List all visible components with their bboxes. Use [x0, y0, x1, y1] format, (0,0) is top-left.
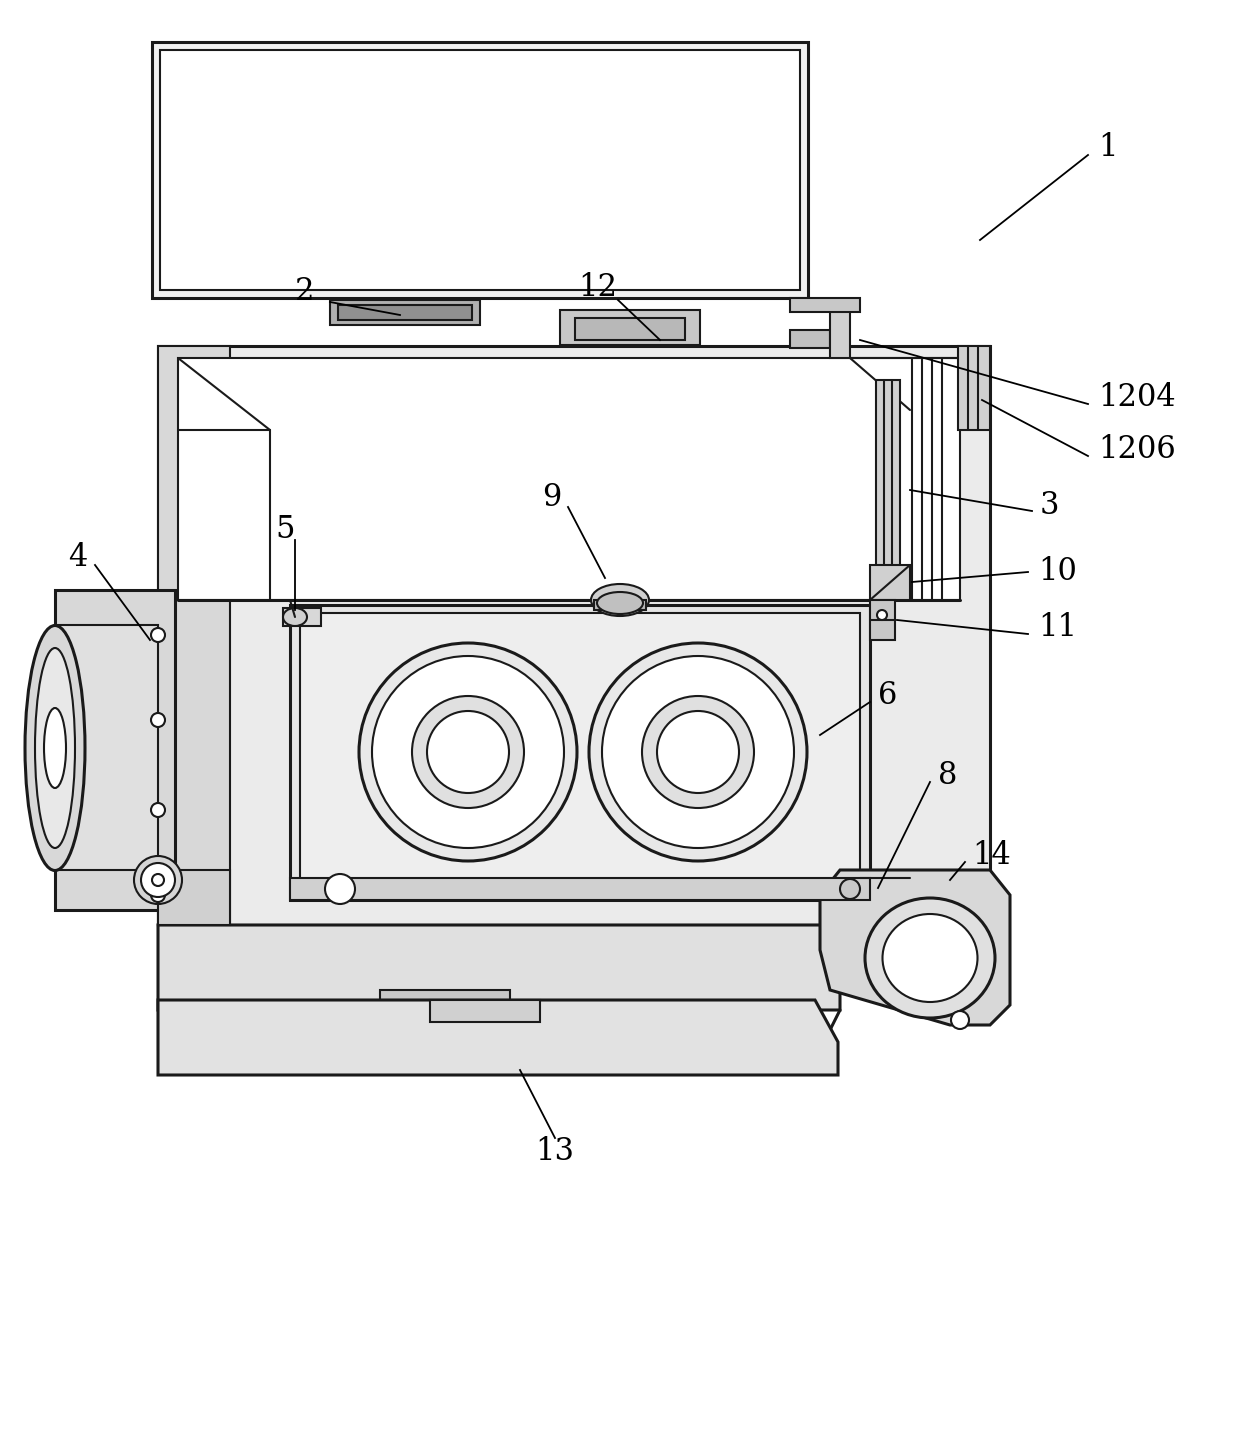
Polygon shape: [820, 871, 1011, 1025]
Ellipse shape: [412, 696, 525, 808]
Polygon shape: [339, 304, 472, 320]
Ellipse shape: [151, 713, 165, 727]
Ellipse shape: [134, 856, 182, 904]
Polygon shape: [179, 358, 960, 600]
Ellipse shape: [839, 879, 861, 898]
Polygon shape: [153, 42, 808, 298]
Text: 3: 3: [1040, 489, 1059, 520]
Polygon shape: [870, 600, 895, 641]
Polygon shape: [157, 925, 839, 1010]
Text: 5: 5: [275, 514, 295, 546]
Ellipse shape: [35, 648, 74, 847]
Polygon shape: [290, 606, 870, 900]
Text: 1: 1: [1097, 132, 1117, 163]
Ellipse shape: [589, 644, 807, 860]
Polygon shape: [330, 300, 480, 325]
Text: 1204: 1204: [1097, 383, 1176, 414]
Text: 10: 10: [1038, 556, 1076, 588]
Ellipse shape: [151, 804, 165, 817]
Ellipse shape: [883, 914, 977, 1002]
Ellipse shape: [325, 874, 355, 904]
Ellipse shape: [153, 874, 164, 887]
Polygon shape: [875, 380, 900, 600]
Text: 11: 11: [1038, 613, 1078, 644]
Polygon shape: [157, 1000, 838, 1075]
Bar: [594, 600, 646, 610]
Ellipse shape: [596, 593, 644, 614]
Polygon shape: [830, 310, 849, 358]
Text: 6: 6: [878, 680, 898, 711]
Text: 2: 2: [295, 277, 315, 307]
Text: 13: 13: [536, 1137, 574, 1168]
Ellipse shape: [283, 609, 308, 626]
Ellipse shape: [141, 863, 175, 897]
Ellipse shape: [372, 657, 564, 847]
Polygon shape: [790, 331, 830, 348]
Polygon shape: [870, 565, 910, 600]
Polygon shape: [790, 298, 861, 312]
Polygon shape: [160, 50, 800, 290]
Polygon shape: [290, 878, 870, 900]
Ellipse shape: [427, 711, 508, 794]
Text: 12: 12: [579, 272, 618, 303]
Polygon shape: [55, 625, 157, 871]
Ellipse shape: [866, 898, 994, 1018]
Polygon shape: [157, 347, 229, 925]
Ellipse shape: [151, 888, 165, 903]
Ellipse shape: [360, 644, 577, 860]
Text: 8: 8: [937, 760, 957, 791]
Text: 9: 9: [542, 482, 562, 514]
Ellipse shape: [951, 1010, 968, 1029]
Bar: [283, 609, 321, 626]
Polygon shape: [379, 990, 510, 1010]
Polygon shape: [430, 1000, 539, 1022]
Ellipse shape: [43, 708, 66, 788]
Ellipse shape: [591, 584, 649, 616]
Polygon shape: [959, 347, 990, 430]
Polygon shape: [560, 310, 701, 345]
Text: 14: 14: [972, 840, 1011, 871]
Ellipse shape: [657, 711, 739, 794]
Ellipse shape: [151, 628, 165, 642]
Polygon shape: [157, 347, 990, 925]
Polygon shape: [157, 871, 229, 925]
Ellipse shape: [877, 610, 887, 620]
Ellipse shape: [601, 657, 794, 847]
Ellipse shape: [642, 696, 754, 808]
Text: 1206: 1206: [1097, 434, 1176, 466]
Polygon shape: [55, 590, 175, 910]
Ellipse shape: [25, 626, 86, 871]
Text: 4: 4: [68, 543, 88, 574]
Polygon shape: [300, 613, 861, 893]
Polygon shape: [575, 317, 684, 341]
